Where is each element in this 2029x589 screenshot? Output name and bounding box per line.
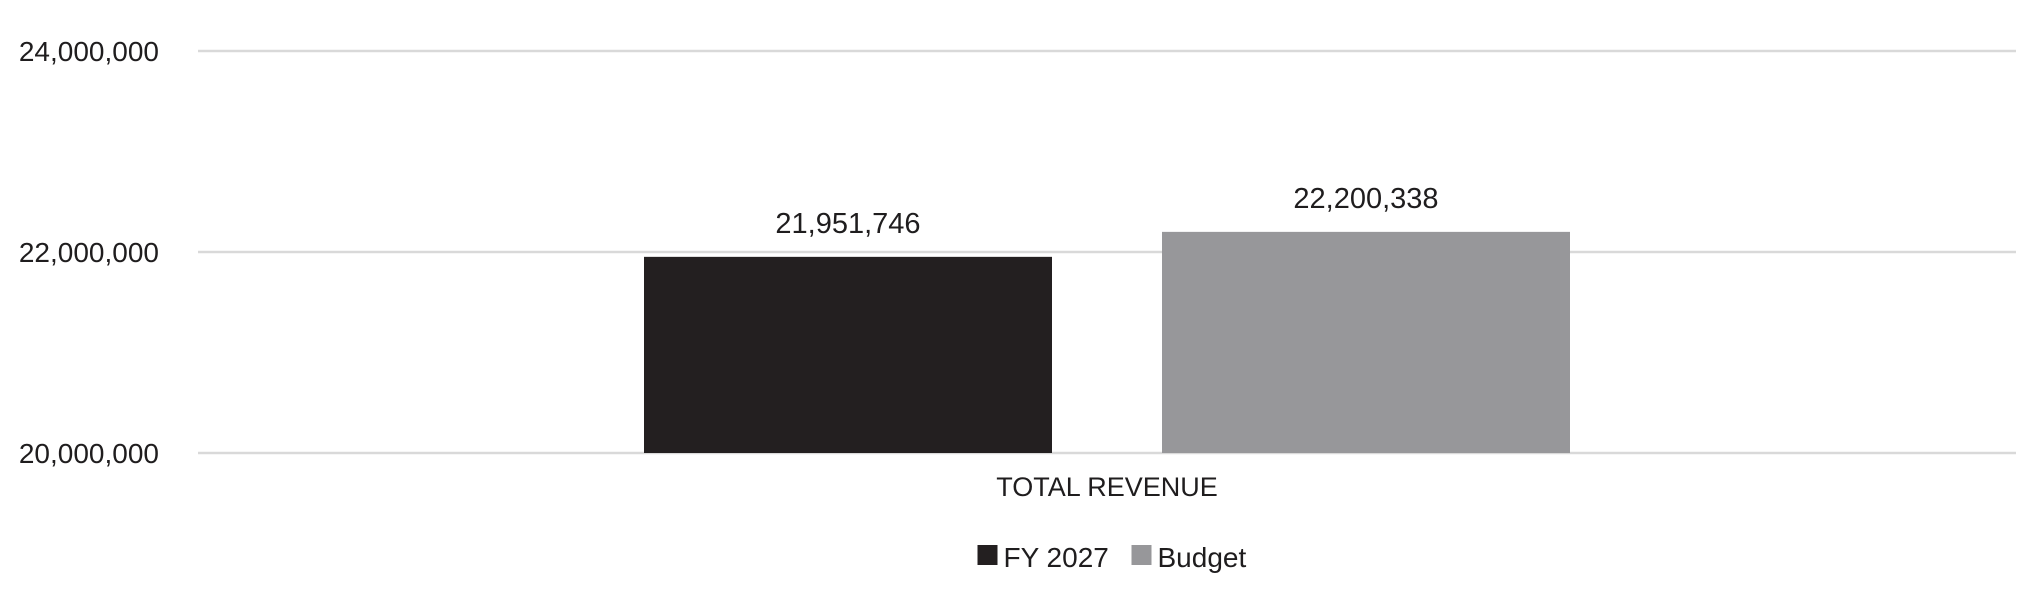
bar-budget — [1162, 231, 1570, 453]
data-label-budget: 22,200,338 — [1293, 183, 1438, 215]
legend-swatch-budget — [1131, 545, 1152, 565]
bars — [644, 231, 1570, 453]
legend-label-fy-2027: FY 2027 — [1004, 542, 1109, 573]
y-tick-label: 24,000,000 — [19, 36, 159, 67]
data-labels: 21,951,746 22,200,338 — [775, 183, 1438, 240]
legend-swatch-fy-2027 — [977, 545, 998, 565]
x-category-label: TOTAL REVENUE — [996, 472, 1218, 502]
gridlines — [198, 49, 2016, 455]
y-tick-label: 22,000,000 — [19, 237, 159, 268]
y-axis-ticks: 20,000,000 22,000,000 24,000,000 — [19, 36, 159, 469]
bar-fy-2027 — [644, 256, 1052, 453]
data-label-fy-2027: 21,951,746 — [775, 208, 920, 240]
x-axis-categories: TOTAL REVENUE — [996, 472, 1218, 502]
legend: FY 2027 Budget — [977, 542, 1247, 573]
legend-label-budget: Budget — [1158, 542, 1247, 573]
y-tick-label: 20,000,000 — [19, 438, 159, 469]
